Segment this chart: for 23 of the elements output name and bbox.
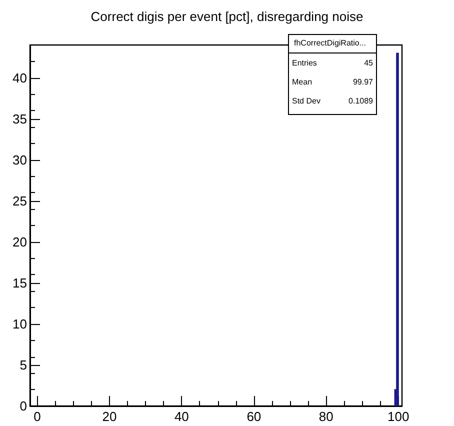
annotation: fhCorrectDigiRatio...	[294, 38, 366, 48]
y-tick-label: 0	[20, 398, 27, 414]
x-tick-label: 60	[246, 409, 262, 424]
chart-title: Correct digis per event [pct], disregarding noise	[90, 9, 364, 24]
annotation: 45	[364, 58, 374, 68]
annotation: 99.97	[352, 78, 374, 86]
y-tick-label: 10	[12, 316, 27, 332]
x-tick-label: 80	[318, 409, 334, 424]
annotation: 0.1089	[348, 96, 374, 106]
annotation: Mean	[292, 78, 312, 86]
y-tick-label: 15	[12, 275, 27, 290]
x-tick-label: 100	[388, 409, 410, 424]
annotation: Std Dev	[292, 96, 320, 106]
x-tick-label: 0	[34, 409, 41, 424]
y-tick-label: 25	[12, 193, 27, 208]
y-tick-label: 30	[12, 152, 27, 168]
x-tick-label: 20	[102, 409, 117, 424]
y-tick-label: 5	[20, 357, 27, 372]
y-tick-label: 35	[12, 111, 27, 126]
y-tick-label: 20	[12, 234, 27, 250]
annotation: Entries	[292, 58, 317, 68]
y-tick-label: 40	[12, 70, 27, 86]
x-tick-label: 40	[174, 409, 189, 424]
